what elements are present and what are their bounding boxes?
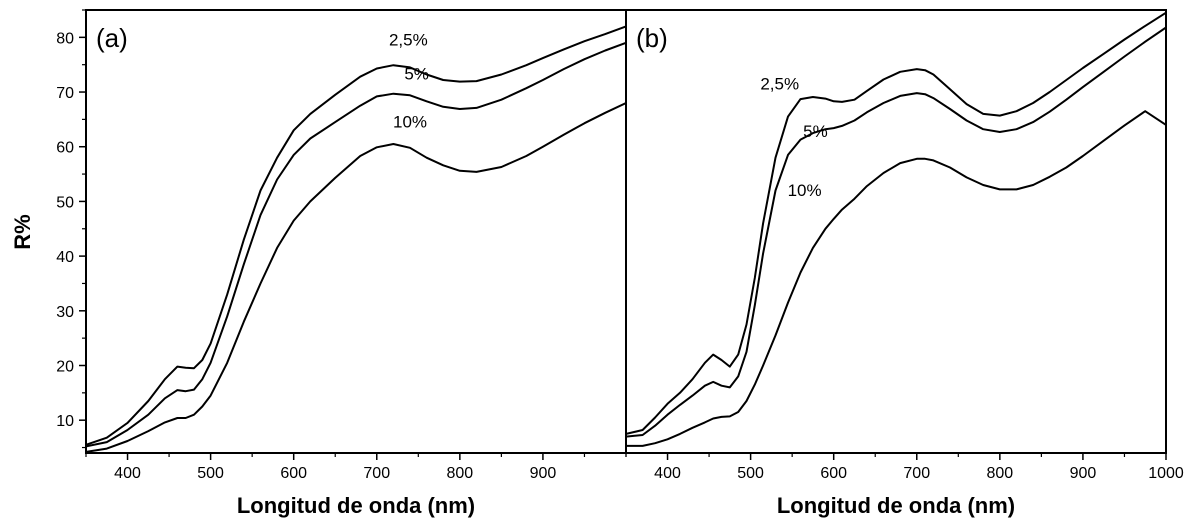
y-tick-label-a: 20 xyxy=(56,358,74,375)
series-line-a-0 xyxy=(86,25,626,446)
x-tick-label-b: 500 xyxy=(737,465,764,482)
y-tick-label-a: 50 xyxy=(56,194,74,211)
series-label-a-0: 2,5% xyxy=(389,31,428,50)
series-label-b-1: 5% xyxy=(803,122,828,141)
panel-label-a: (a) xyxy=(96,23,128,53)
x-tick-label-b: 700 xyxy=(903,465,930,482)
series-label-a-2: 10% xyxy=(393,113,427,132)
x-tick-label-a: 800 xyxy=(446,465,473,482)
y-tick-label-a: 10 xyxy=(56,413,74,430)
series-line-b-0 xyxy=(626,11,1166,435)
x-axis-title-a: Longitud de onda (nm) xyxy=(237,493,475,518)
series-label-a-1: 5% xyxy=(404,64,429,83)
y-axis-title: R% xyxy=(10,214,35,249)
x-tick-label-b: 1000 xyxy=(1148,465,1184,482)
panel-b: 400 500 600 700 800 900 1000 Longitud de onda (… xyxy=(625,9,1184,518)
series-line-b-2 xyxy=(626,110,1166,447)
series-line-b-1 xyxy=(626,26,1166,438)
x-tick-label-a: 900 xyxy=(530,465,557,482)
x-axis-title-b: Longitud de onda (nm) xyxy=(777,493,1015,518)
x-tick-label-a: 700 xyxy=(363,465,390,482)
panel-label-b: (b) xyxy=(636,23,668,53)
series-label-b-0: 2,5% xyxy=(760,74,799,93)
series-label-b-2: 10% xyxy=(788,181,822,200)
x-tick-label-a: 400 xyxy=(114,465,141,482)
x-tick-label-b: 400 xyxy=(654,465,681,482)
x-tick-label-b: 900 xyxy=(1070,465,1097,482)
series-line-a-2 xyxy=(86,102,626,453)
y-tick-label-a: 70 xyxy=(56,85,74,102)
y-tick-label-a: 30 xyxy=(56,304,74,321)
x-tick-label-a: 500 xyxy=(197,465,224,482)
series-line-a-1 xyxy=(86,41,626,448)
y-tick-label-a: 60 xyxy=(56,140,74,157)
plot-frame-b xyxy=(625,9,1167,454)
x-tick-label-a: 600 xyxy=(280,465,307,482)
y-tick-label-a: 40 xyxy=(56,249,74,266)
y-tick-label-a: 80 xyxy=(56,30,74,47)
x-tick-label-b: 800 xyxy=(986,465,1013,482)
x-tick-label-b: 600 xyxy=(820,465,847,482)
plot-frame-a xyxy=(85,9,627,454)
panel-a: 400 500 600 700 800 900 10 20 30 40 50 60 70 80 Longit… xyxy=(56,9,627,518)
